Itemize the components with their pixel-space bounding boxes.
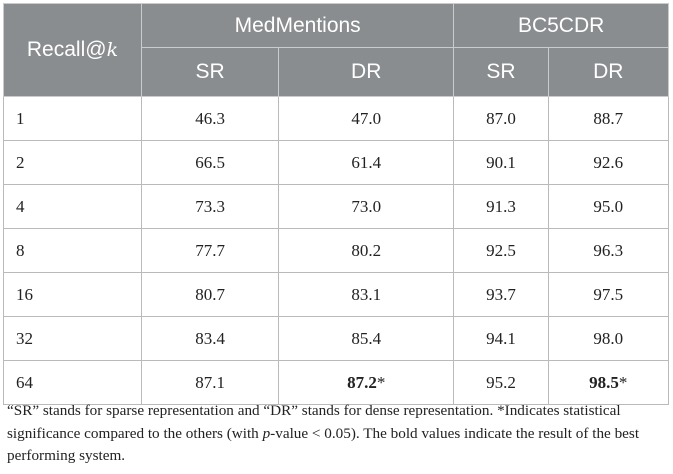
table-row: 8 77.7 80.2 92.5 96.3 [3, 228, 670, 273]
bc-sr-cell: 90.1 [453, 140, 549, 185]
mm-dr-cell: 47.0 [278, 96, 455, 141]
header-row-representations: SR DR SR DR [4, 47, 670, 97]
mm-sr-cell: 77.7 [140, 228, 280, 273]
mm-sr-cell: 66.5 [140, 140, 280, 185]
table-row: 64 87.1 87.2* 95.2 98.5* [3, 360, 670, 405]
table-row: 32 83.4 85.4 94.1 98.0 [3, 316, 670, 361]
bc5cdr-sr-header: SR [453, 47, 549, 97]
table-row: 2 66.5 61.4 90.1 92.6 [3, 140, 670, 185]
k-cell: 8 [3, 228, 142, 273]
mm-sr-cell: 80.7 [140, 272, 280, 317]
bc-dr-cell: 92.6 [547, 140, 670, 185]
bc-dr-cell-best: 98.5* [547, 360, 670, 405]
table-row: 16 80.7 83.1 93.7 97.5 [3, 272, 670, 317]
medmentions-sr-header: SR [140, 47, 280, 97]
mm-dr-cell: 73.0 [278, 184, 455, 229]
bc-dr-cell: 95.0 [547, 184, 670, 229]
bc-sr-cell: 92.5 [453, 228, 549, 273]
k-cell: 1 [3, 96, 142, 141]
medmentions-header: MedMentions [140, 3, 455, 48]
bc-sr-cell: 93.7 [453, 272, 549, 317]
mm-dr-cell: 61.4 [278, 140, 455, 185]
medmentions-dr-header: DR [278, 47, 455, 97]
bc5cdr-dr-header: DR [547, 47, 670, 97]
table-row: 1 46.3 47.0 87.0 88.7 [3, 96, 670, 141]
table-row: 4 73.3 73.0 91.3 95.0 [3, 184, 670, 229]
best-value: 87.2 [347, 372, 377, 392]
bc-dr-cell: 88.7 [547, 96, 670, 141]
bc-dr-cell: 97.5 [547, 272, 670, 317]
mm-sr-cell: 87.1 [140, 360, 280, 405]
bc-sr-cell: 87.0 [453, 96, 549, 141]
mm-sr-cell: 46.3 [140, 96, 280, 141]
mm-dr-cell: 80.2 [278, 228, 455, 273]
bc5cdr-header: BC5CDR [453, 3, 669, 48]
bc-sr-cell: 95.2 [453, 360, 549, 405]
mm-dr-cell: 85.4 [278, 316, 455, 361]
header-row-datasets: Recall@k MedMentions BC5CDR [3, 3, 669, 97]
recall-at-k-header: Recall@k [3, 3, 142, 97]
bc-dr-cell: 98.0 [547, 316, 670, 361]
bc-dr-cell: 96.3 [547, 228, 670, 273]
mm-sr-cell: 83.4 [140, 316, 280, 361]
results-table: Recall@k MedMentions BC5CDR SR DR SR DR … [3, 3, 670, 405]
mm-dr-cell-best: 87.2* [278, 360, 455, 405]
k-cell: 16 [3, 272, 142, 317]
k-cell: 4 [3, 184, 142, 229]
k-cell: 2 [3, 140, 142, 185]
k-cell: 64 [3, 360, 142, 405]
table-footnote: “SR” stands for sparse representation an… [7, 402, 640, 464]
bc-sr-cell: 91.3 [453, 184, 549, 229]
mm-sr-cell: 73.3 [140, 184, 280, 229]
best-value: 98.5 [589, 372, 619, 392]
k-cell: 32 [3, 316, 142, 361]
significance-mark: * [376, 372, 386, 392]
mm-dr-cell: 83.1 [278, 272, 455, 317]
significance-mark: * [618, 372, 628, 392]
bc-sr-cell: 94.1 [453, 316, 549, 361]
